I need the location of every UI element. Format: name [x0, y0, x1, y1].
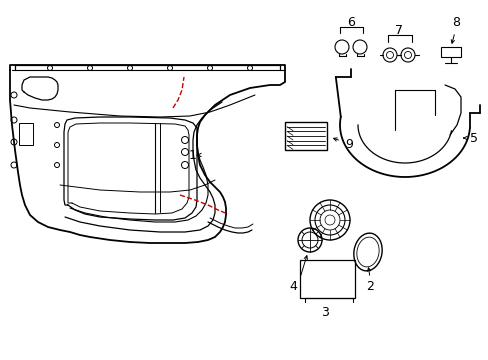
Text: 7: 7 — [394, 23, 402, 36]
Bar — [19, 123, 33, 145]
Text: 2: 2 — [366, 279, 373, 292]
Text: 8: 8 — [451, 15, 459, 28]
Bar — [440, 47, 460, 57]
Text: 3: 3 — [321, 306, 328, 319]
Text: 5: 5 — [469, 131, 477, 144]
Bar — [299, 260, 354, 298]
Text: 1: 1 — [189, 149, 197, 162]
Text: 9: 9 — [345, 138, 352, 150]
Text: 4: 4 — [288, 279, 296, 292]
Bar — [285, 122, 326, 150]
Text: 6: 6 — [346, 15, 354, 28]
